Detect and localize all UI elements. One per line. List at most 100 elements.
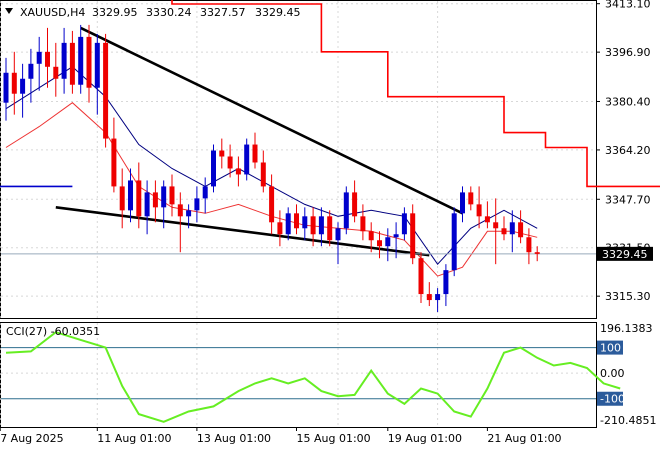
candle-body [343, 192, 349, 229]
price-tick-label: 3315.30 [605, 290, 651, 303]
candle-body [493, 222, 499, 229]
candle-body [28, 63, 34, 79]
candle [509, 210, 515, 253]
candle [194, 186, 200, 223]
candle [103, 33, 109, 148]
candle-body [526, 237, 532, 253]
candle [11, 51, 17, 115]
candle [285, 207, 291, 241]
expand-triangle-icon[interactable] [5, 8, 13, 14]
candle [385, 228, 391, 262]
candle-body [152, 192, 158, 208]
cci-level-marker [597, 391, 623, 406]
candle [186, 204, 192, 229]
cci-label: CCI(27) -60.0351 [6, 325, 100, 338]
candle [493, 198, 499, 265]
candle [327, 210, 333, 247]
cci-tick-label: -210.4851 [600, 414, 656, 427]
current-price-label: 3329.45 [602, 248, 648, 261]
candle-body [161, 186, 167, 208]
candle [202, 177, 208, 214]
candle [136, 162, 142, 229]
candle-body [53, 66, 59, 79]
candle-body [36, 51, 42, 64]
candle-body [277, 222, 283, 235]
candle-body [310, 216, 316, 235]
candle-body [128, 180, 133, 211]
candle [476, 186, 482, 229]
candle-body [484, 216, 490, 223]
candle-body [501, 228, 507, 235]
candle [294, 204, 299, 235]
cci-tick-label: -100 [600, 393, 625, 406]
candle [426, 282, 432, 307]
price-tick-label: 3347.70 [605, 193, 651, 206]
candle [244, 138, 250, 181]
symbol-label: XAUUSD,H4 [20, 6, 85, 19]
candle [3, 57, 9, 121]
candle-body [443, 270, 449, 295]
candle [418, 252, 424, 304]
candle [393, 222, 399, 259]
candle [443, 264, 449, 307]
cci-grid [1, 347, 596, 400]
candle-body [260, 162, 266, 187]
candle [219, 138, 225, 169]
trendline-lower-line [55, 206, 430, 257]
candle [260, 150, 266, 193]
candle-body [86, 36, 92, 88]
candle-body [45, 51, 50, 67]
candle-body [94, 42, 100, 88]
candle [45, 27, 50, 88]
price-tick-label: 3380.40 [605, 95, 651, 108]
candle-body [393, 234, 399, 238]
candle [69, 30, 75, 94]
candle [435, 288, 441, 313]
candle [269, 174, 275, 235]
candle-body [136, 180, 142, 217]
candle-body [78, 36, 84, 85]
cci-overlays [5, 331, 621, 423]
candle [526, 228, 532, 265]
candle-body [401, 213, 407, 235]
candle-body [211, 150, 216, 187]
envelope-line [171, 0, 660, 188]
price-header: XAUUSD,H4 3329.95 3330.24 3327.57 3329.4… [5, 6, 301, 19]
low-value: 3327.57 [200, 6, 246, 19]
candle-body [410, 213, 416, 259]
candle [235, 156, 241, 187]
candle-body [302, 216, 308, 229]
candle-body [476, 204, 482, 217]
candle [177, 192, 183, 253]
candle [343, 186, 349, 235]
candle [352, 180, 358, 223]
candle-body [518, 222, 524, 238]
candle-body [69, 42, 75, 85]
candle-body [20, 78, 26, 94]
time-tick-label: 7 Aug 2025 [0, 432, 63, 445]
candle [360, 204, 366, 241]
price-tick-label: 3364.20 [605, 144, 651, 157]
candle [53, 42, 59, 97]
candle-body [360, 216, 366, 232]
candle-body [252, 144, 258, 163]
candle [534, 246, 540, 262]
candle-body [61, 42, 67, 79]
candle-body [509, 222, 515, 235]
candle-body [418, 258, 424, 295]
candle [368, 222, 374, 253]
open-value: 3329.95 [92, 6, 138, 19]
candle-body [119, 186, 125, 211]
candle-body [111, 138, 117, 187]
candle [20, 63, 26, 118]
candle [161, 180, 167, 229]
price-tick-label: 3413.10 [605, 0, 651, 11]
candle-body [194, 198, 200, 211]
candle-body [451, 213, 457, 271]
candle-body [186, 210, 192, 217]
candle-body [377, 240, 382, 247]
candle-body [235, 168, 241, 175]
candle [410, 204, 416, 265]
trendline-upper-line [80, 26, 464, 215]
